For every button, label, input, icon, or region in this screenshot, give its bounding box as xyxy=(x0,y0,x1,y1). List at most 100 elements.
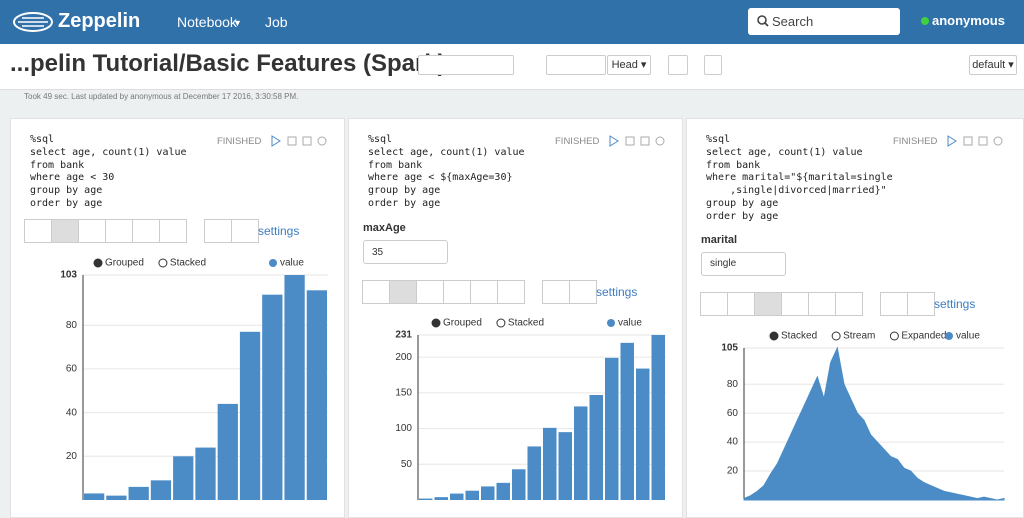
paragraph-controls[interactable] xyxy=(270,135,330,147)
bar xyxy=(620,342,634,500)
download-button[interactable] xyxy=(880,292,908,316)
note-options[interactable] xyxy=(546,55,606,75)
chart-toolbar[interactable] xyxy=(24,219,187,243)
code-line: from bank xyxy=(706,159,761,171)
chart-type-button[interactable] xyxy=(443,280,471,304)
chart-type-button[interactable] xyxy=(389,280,417,304)
bar xyxy=(558,432,572,500)
bar xyxy=(527,446,541,500)
bar xyxy=(589,395,603,500)
legend-label: Stacked xyxy=(781,331,817,342)
chart-type-button[interactable] xyxy=(132,219,160,243)
chart-type-button[interactable] xyxy=(700,292,728,316)
bar xyxy=(450,493,464,500)
code-line: order by age xyxy=(30,198,103,209)
code-line: where age < 30 xyxy=(30,172,115,184)
code-line: group by age xyxy=(368,185,441,197)
code-line: ,single|divorced|married}" xyxy=(706,185,887,197)
bar xyxy=(195,447,216,500)
chart-type-button[interactable] xyxy=(754,292,782,316)
bar xyxy=(128,486,149,500)
note-header xyxy=(0,44,1024,90)
chart-type-button[interactable] xyxy=(727,292,755,316)
legend-label: value xyxy=(956,331,980,342)
bar xyxy=(651,335,665,500)
chart: Grouped Stacked value 20 40 60 80 103 xyxy=(60,258,328,500)
settings-link[interactable]: settings xyxy=(934,297,976,311)
download-button[interactable] xyxy=(231,219,259,243)
run-mode[interactable]: Head ▾ xyxy=(607,55,651,75)
y-tick-label: 80 xyxy=(66,320,78,331)
status: FINISHED xyxy=(217,136,262,147)
chart-type-button[interactable] xyxy=(51,219,79,243)
legend-label: Stream xyxy=(843,331,875,342)
chart-type-button[interactable] xyxy=(835,292,863,316)
menu-job[interactable]: Job xyxy=(265,14,288,30)
download-button[interactable] xyxy=(542,280,570,304)
brand[interactable]: Zeppelin xyxy=(58,10,141,32)
bar xyxy=(496,482,510,500)
code-line: %sql xyxy=(368,134,393,145)
note-actions[interactable] xyxy=(418,55,514,75)
legend-label: Grouped xyxy=(443,318,482,329)
chart-type-button[interactable] xyxy=(159,219,187,243)
status-dot xyxy=(921,17,929,25)
download-button[interactable] xyxy=(907,292,935,316)
bar xyxy=(173,456,194,500)
y-tick-label: 80 xyxy=(727,379,739,390)
bar xyxy=(636,368,650,500)
search-box[interactable]: Search xyxy=(748,8,900,35)
form-label: marital xyxy=(701,234,738,246)
legend-marker xyxy=(269,259,277,267)
legend-toggle xyxy=(496,318,506,328)
y-tick-label: 231 xyxy=(395,330,412,341)
chart-type-button[interactable] xyxy=(470,280,498,304)
chart-type-button[interactable] xyxy=(362,280,390,304)
chart: Stacked Stream Expanded value 20 40 60 80 105 xyxy=(721,331,1005,501)
y-tick-label: 40 xyxy=(66,407,78,418)
download-toolbar[interactable] xyxy=(204,219,259,243)
chart-type-button[interactable] xyxy=(808,292,836,316)
menu-notebook[interactable]: Notebook xyxy=(177,14,237,30)
bar xyxy=(217,403,238,500)
legend-toggle xyxy=(831,331,841,341)
form-input[interactable]: 35 xyxy=(363,240,448,264)
status: FINISHED xyxy=(555,136,600,147)
paragraph-controls[interactable] xyxy=(608,135,668,147)
run-mode-label: Head xyxy=(611,59,638,71)
legend-marker xyxy=(945,332,953,340)
interpreter-label: default xyxy=(972,59,1006,71)
search-icon xyxy=(757,15,769,27)
legend-toggle xyxy=(93,258,103,268)
download-toolbar[interactable] xyxy=(880,292,935,316)
paragraph-controls[interactable] xyxy=(946,135,1006,147)
chart-type-button[interactable] xyxy=(24,219,52,243)
logo xyxy=(13,12,53,32)
chart-toolbar[interactable] xyxy=(700,292,863,316)
form-label: maxAge xyxy=(363,222,406,234)
y-tick-label: 50 xyxy=(401,459,413,470)
download-button[interactable] xyxy=(569,280,597,304)
chart-toolbar[interactable] xyxy=(362,280,525,304)
user-menu[interactable]: anonymous xyxy=(932,13,1005,28)
download-toolbar[interactable] xyxy=(542,280,597,304)
chart-type-button[interactable] xyxy=(497,280,525,304)
legend-toggle xyxy=(431,318,441,328)
chart-type-button[interactable] xyxy=(78,219,106,243)
settings-link[interactable]: settings xyxy=(258,224,300,238)
chart-type-button[interactable] xyxy=(105,219,133,243)
chart-type-button[interactable] xyxy=(781,292,809,316)
trash[interactable] xyxy=(704,55,722,75)
interpreter[interactable]: default ▾ xyxy=(969,55,1017,75)
chart-type-button[interactable] xyxy=(416,280,444,304)
legend-marker xyxy=(607,319,615,327)
search-code[interactable] xyxy=(668,55,688,75)
bar xyxy=(543,427,557,500)
bar xyxy=(419,498,433,500)
y-tick-label: 150 xyxy=(395,387,412,398)
caret: ▼ xyxy=(233,18,242,28)
settings-link[interactable]: settings xyxy=(596,285,638,299)
y-tick-label: 103 xyxy=(60,270,77,281)
download-button[interactable] xyxy=(204,219,232,243)
form-input[interactable]: single xyxy=(701,252,786,276)
